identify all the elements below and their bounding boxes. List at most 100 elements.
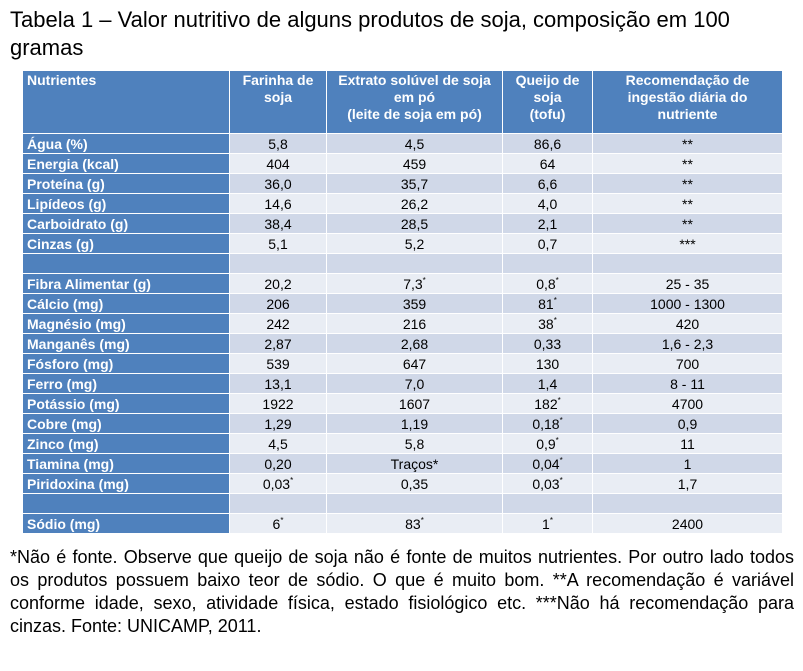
cell-recomendacao: *** [592, 233, 783, 254]
cell-extrato: 7,3* [326, 273, 503, 294]
cell-farinha: 6* [229, 513, 327, 534]
cell-queijo: 0,33 [502, 333, 593, 354]
cell-extrato: Traços* [326, 453, 503, 474]
cell-recomendacao: 0,9 [592, 413, 783, 434]
nutrient-name: Cobre (mg) [22, 413, 230, 434]
nutrient-name: Água (%) [22, 133, 230, 154]
cell-queijo: 130 [502, 353, 593, 374]
cell-extrato: 28,5 [326, 213, 503, 234]
cell-recomendacao: 1,7 [592, 473, 783, 494]
nutrient-name: Carboidrato (g) [22, 213, 230, 234]
cell-farinha: 242 [229, 313, 327, 334]
table-row: Ferro (mg) 13,1 7,0 1,4 8 - 11 [22, 373, 783, 394]
table-row: Potássio (mg) 1922 1607 182* 4700 [22, 393, 783, 414]
cell-queijo: 64 [502, 153, 593, 174]
cell-extrato: 7,0 [326, 373, 503, 394]
nutrient-name: Cinzas (g) [22, 233, 230, 254]
cell-extrato: 647 [326, 353, 503, 374]
cell-queijo: 0,03* [502, 473, 593, 494]
cell-queijo: 1,4 [502, 373, 593, 394]
cell-extrato: 83* [326, 513, 503, 534]
cell-queijo: 86,6 [502, 133, 593, 154]
nutrient-name: Piridoxina (mg) [22, 473, 230, 494]
table-header-row: Nutrientes Farinha de soja Extrato solúv… [22, 70, 783, 134]
cell-recomendacao: ** [592, 193, 783, 214]
cell-queijo: 2,1 [502, 213, 593, 234]
nutrient-name: Potássio (mg) [22, 393, 230, 414]
cell-farinha: 38,4 [229, 213, 327, 234]
table-row: Magnésio (mg) 242 216 38* 420 [22, 313, 783, 334]
table-row: Água (%) 5,8 4,5 86,6 ** [22, 133, 783, 154]
nutrient-name: Energia (kcal) [22, 153, 230, 174]
table-row: Sódio (mg) 6* 83* 1* 2400 [22, 513, 783, 534]
table-row: Fibra Alimentar (g) 20,2 7,3* 0,8* 25 - 35 [22, 273, 783, 294]
table-row: Cobre (mg) 1,29 1,19 0,18* 0,9 [22, 413, 783, 434]
table-row: Cinzas (g) 5,1 5,2 0,7 *** [22, 233, 783, 254]
table-row: Fósforo (mg) 539 647 130 700 [22, 353, 783, 374]
header-recomendacao: Recomendação de ingestão diária do nutri… [592, 70, 783, 134]
cell-recomendacao: 420 [592, 313, 783, 334]
cell-extrato: 5,8 [326, 433, 503, 454]
table-row: Energia (kcal) 404 459 64 ** [22, 153, 783, 174]
nutrient-name: Cálcio (mg) [22, 293, 230, 314]
footnote-text: *Não é fonte. Observe que queijo de soja… [10, 547, 794, 636]
cell-extrato: 4,5 [326, 133, 503, 154]
cell-extrato: 359 [326, 293, 503, 314]
cell-recomendacao: 1,6 - 2,3 [592, 333, 783, 354]
table-row: Zinco (mg) 4,5 5,8 0,9* 11 [22, 433, 783, 454]
cell-extrato: 216 [326, 313, 503, 334]
cell-extrato: 26,2 [326, 193, 503, 214]
cell-extrato: 35,7 [326, 173, 503, 194]
header-queijo: Queijo de soja (tofu) [502, 70, 593, 134]
nutrient-name: Fibra Alimentar (g) [22, 273, 230, 294]
cell-farinha: 14,6 [229, 193, 327, 214]
nutrient-name: Sódio (mg) [22, 513, 230, 534]
page-title: Tabela 1 – Valor nutritivo de alguns pro… [10, 7, 730, 60]
spacer-row [22, 493, 783, 514]
cell-queijo: 0,9* [502, 433, 593, 454]
cell-recomendacao: ** [592, 173, 783, 194]
nutrient-name: Manganês (mg) [22, 333, 230, 354]
cell-queijo: 182* [502, 393, 593, 414]
cell-recomendacao: 1 [592, 453, 783, 474]
cell-farinha: 5,1 [229, 233, 327, 254]
table-row: Manganês (mg) 2,87 2,68 0,33 1,6 - 2,3 [22, 333, 783, 354]
table-row: Tiamina (mg) 0,20 Traços* 0,04* 1 [22, 453, 783, 474]
cell-recomendacao: 8 - 11 [592, 373, 783, 394]
cell-recomendacao: 700 [592, 353, 783, 374]
cell-farinha: 0,20 [229, 453, 327, 474]
nutrient-name: Tiamina (mg) [22, 453, 230, 474]
table-row: Piridoxina (mg) 0,03* 0,35 0,03* 1,7 [22, 473, 783, 494]
cell-recomendacao: ** [592, 153, 783, 174]
nutrient-name: Zinco (mg) [22, 433, 230, 454]
cell-queijo: 81* [502, 293, 593, 314]
cell-recomendacao: 4700 [592, 393, 783, 414]
table-row: Carboidrato (g) 38,4 28,5 2,1 ** [22, 213, 783, 234]
cell-farinha: 2,87 [229, 333, 327, 354]
spacer-row [22, 253, 783, 274]
cell-queijo: 38* [502, 313, 593, 334]
cell-extrato: 5,2 [326, 233, 503, 254]
cell-queijo: 0,18* [502, 413, 593, 434]
table-row: Cálcio (mg) 206 359 81* 1000 - 1300 [22, 293, 783, 314]
nutrient-name: Ferro (mg) [22, 373, 230, 394]
cell-queijo: 1* [502, 513, 593, 534]
cell-farinha: 20,2 [229, 273, 327, 294]
header-extrato: Extrato solúvel de soja em pó (leite de s… [326, 70, 503, 134]
cell-queijo: 0,04* [502, 453, 593, 474]
cell-farinha: 4,5 [229, 433, 327, 454]
cell-queijo: 6,6 [502, 173, 593, 194]
cell-farinha: 404 [229, 153, 327, 174]
cell-farinha: 13,1 [229, 373, 327, 394]
cell-queijo: 0,7 [502, 233, 593, 254]
cell-recomendacao: ** [592, 133, 783, 154]
cell-queijo: 0,8* [502, 273, 593, 294]
cell-extrato: 1,19 [326, 413, 503, 434]
nutrient-name: Lipídeos (g) [22, 193, 230, 214]
cell-extrato: 0,35 [326, 473, 503, 494]
cell-farinha: 36,0 [229, 173, 327, 194]
table-row: Proteína (g) 36,0 35,7 6,6 ** [22, 173, 783, 194]
cell-extrato: 1607 [326, 393, 503, 414]
cell-recomendacao: ** [592, 213, 783, 234]
nutrient-name: Proteína (g) [22, 173, 230, 194]
